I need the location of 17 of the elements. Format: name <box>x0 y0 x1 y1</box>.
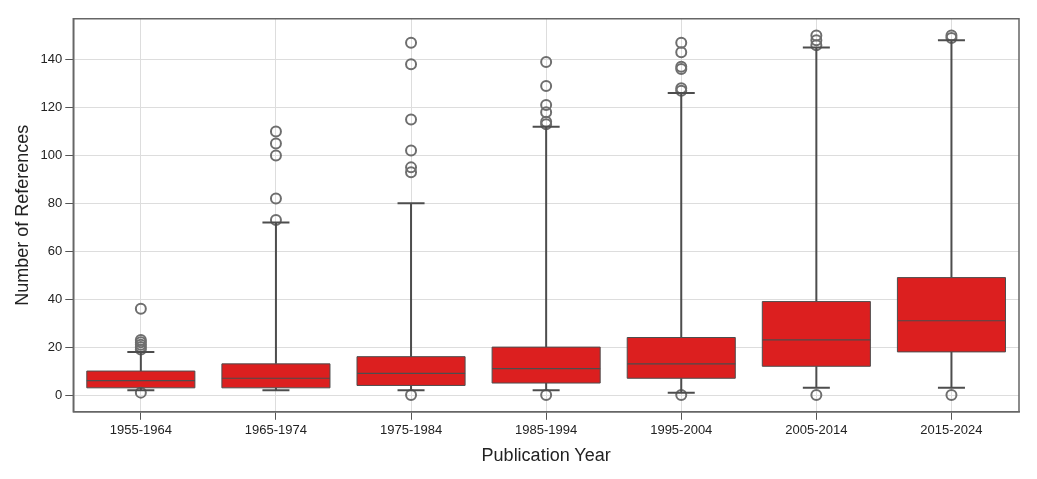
y-tick-label: 120 <box>40 99 63 115</box>
x-tick-label: 1975-1984 <box>379 422 443 438</box>
y-tick-label: 0 <box>55 386 63 402</box>
x-tick-label: 2015-2024 <box>920 422 983 438</box>
y-tick-label: 40 <box>47 290 63 306</box>
x-tick-label: 1955-1964 <box>109 422 172 438</box>
y-tick-label: 140 <box>40 51 63 67</box>
y-tick-label: 80 <box>47 194 63 210</box>
y-tick-label: 60 <box>47 242 63 258</box>
y-tick-label: 20 <box>47 338 63 354</box>
x-tick-label: 2005-2014 <box>785 422 848 438</box>
y-axis-title: Number of References <box>11 124 32 306</box>
y-tick-label: 100 <box>40 146 63 162</box>
x-tick-label: 1965-1974 <box>244 422 308 438</box>
x-tick-label: 1995-2004 <box>650 422 713 438</box>
x-axis-title: Publication Year <box>481 445 611 466</box>
x-tick-label: 1985-1994 <box>515 422 578 438</box>
